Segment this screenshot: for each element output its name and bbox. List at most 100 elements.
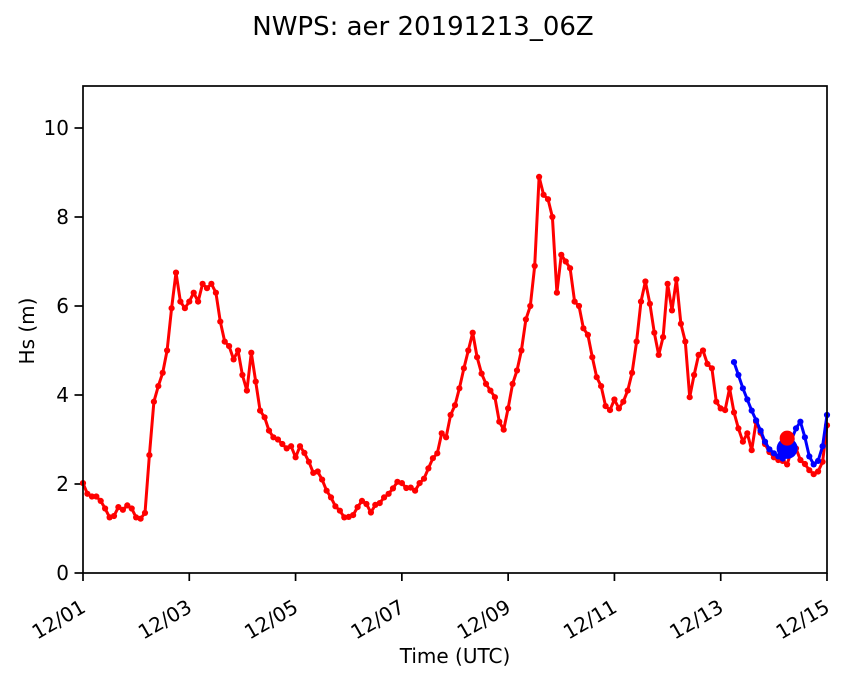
observed-hs-marker <box>336 507 343 514</box>
observed-hs-marker <box>288 443 295 450</box>
observed-hs-series <box>79 173 831 522</box>
observed-hs-marker <box>633 338 640 345</box>
observed-hs-marker <box>93 493 100 500</box>
observed-hs-marker <box>358 497 366 504</box>
observed-hs-marker <box>571 298 578 305</box>
observed-hs-marker <box>536 173 543 180</box>
observed-hs-marker <box>797 456 804 464</box>
observed-hs-marker <box>252 378 259 385</box>
observed-hs-marker <box>730 409 738 416</box>
forecast-hs-marker <box>730 359 738 366</box>
observed-hs-marker <box>261 414 268 421</box>
forecast-hs-marker <box>797 418 804 425</box>
observed-hs-marker <box>416 480 423 487</box>
observed-hs-marker <box>367 509 374 516</box>
observed-hs-marker <box>234 347 242 354</box>
x-tick-label: 12/07 <box>346 595 408 645</box>
observed-hs-marker <box>217 318 224 325</box>
observed-hs-marker <box>655 351 662 358</box>
observed-hs-marker <box>203 285 211 292</box>
observed-hs-marker <box>190 289 197 296</box>
observed-hs-marker <box>443 434 450 441</box>
observed-hs-marker <box>474 354 481 361</box>
observed-hs-marker <box>332 503 339 510</box>
observed-hs-marker <box>722 407 729 414</box>
observed-hs-marker <box>691 371 698 379</box>
observed-hs-marker <box>589 354 596 361</box>
observed-hs-marker <box>642 278 649 285</box>
observed-hs-marker <box>660 334 667 341</box>
observed-hs-marker <box>784 461 791 468</box>
observed-hs-marker <box>102 505 109 512</box>
observed-hs-marker <box>323 487 330 494</box>
observed-hs-line <box>81 175 829 521</box>
observed-hs-marker <box>460 365 467 372</box>
forecast-hs-marker <box>815 457 822 464</box>
observed-hs-marker <box>558 251 565 258</box>
observed-hs-marker <box>615 405 623 412</box>
y-tick-label: 8 <box>56 205 69 229</box>
observed-hs-marker <box>363 500 370 508</box>
observed-hs-marker <box>567 265 574 272</box>
observed-hs-marker <box>598 383 605 390</box>
observed-hs-marker <box>815 468 822 475</box>
observed-hs-marker <box>425 465 432 472</box>
observed-hs-marker <box>496 418 503 425</box>
observed-hs-marker <box>97 497 104 504</box>
observed-hs-marker <box>279 440 286 448</box>
chart-title: NWPS: aer 20191213_06Z <box>252 12 594 42</box>
observed-hs-marker <box>686 394 693 401</box>
observed-hs-marker <box>350 511 357 519</box>
observed-hs-marker <box>305 458 312 465</box>
observed-hs-marker <box>407 484 414 491</box>
observed-hs-marker <box>429 455 436 462</box>
observed-hs-marker <box>226 343 233 350</box>
observed-hs-marker <box>549 213 556 221</box>
observed-hs-marker <box>637 298 645 305</box>
observed-hs-marker <box>708 365 716 372</box>
observed-hs-marker <box>584 331 592 338</box>
observed-hs-marker <box>137 515 144 522</box>
observed-hs-marker <box>739 438 747 445</box>
observed-hs-marker <box>522 316 530 323</box>
observed-hs-marker <box>580 325 587 332</box>
observed-hs-marker <box>735 425 742 432</box>
observed-hs-marker <box>376 500 383 507</box>
observed-hs-marker <box>248 349 255 356</box>
forecast-hs-marker <box>806 453 813 460</box>
observed-hs-marker <box>451 402 459 409</box>
forecast-hs-marker <box>810 461 817 468</box>
observed-hs-marker <box>115 504 122 511</box>
observed-hs-marker <box>186 298 193 305</box>
observed-hs-marker <box>465 347 472 354</box>
observed-hs-marker <box>629 369 636 376</box>
observed-hs-marker <box>553 289 561 296</box>
forecast-hs-marker <box>748 407 755 414</box>
observed-hs-marker <box>748 447 755 454</box>
observed-hs-marker <box>531 262 538 269</box>
observed-hs-marker <box>438 430 445 437</box>
observed-hs-marker <box>469 329 476 336</box>
observed-hs-marker <box>265 427 273 434</box>
observed-hs-marker <box>208 280 215 287</box>
observed-hs-marker <box>314 468 321 475</box>
observed-hs-marker <box>177 298 184 305</box>
observed-hs-marker <box>230 356 237 363</box>
observed-hs-marker <box>164 347 171 354</box>
observed-hs-marker <box>606 407 614 414</box>
observed-hs-marker <box>487 387 494 394</box>
x-axis-ticks: 12/01 12/03 12/05 12/07 12/09 12/11 12/13 12/15 <box>28 573 834 644</box>
observed-hs-marker <box>456 385 463 392</box>
forecast-hs-series <box>730 359 831 468</box>
observed-hs-marker <box>398 480 405 487</box>
observed-hs-marker <box>544 196 552 203</box>
observed-hs-marker <box>319 476 326 483</box>
forecast-hs-marker <box>792 425 800 432</box>
forecast-hs-marker <box>739 385 747 392</box>
y-tick-label: 4 <box>56 383 69 407</box>
observed-hs-marker <box>146 452 153 459</box>
observed-hs-marker <box>239 371 246 379</box>
y-tick-label: 2 <box>56 472 69 496</box>
